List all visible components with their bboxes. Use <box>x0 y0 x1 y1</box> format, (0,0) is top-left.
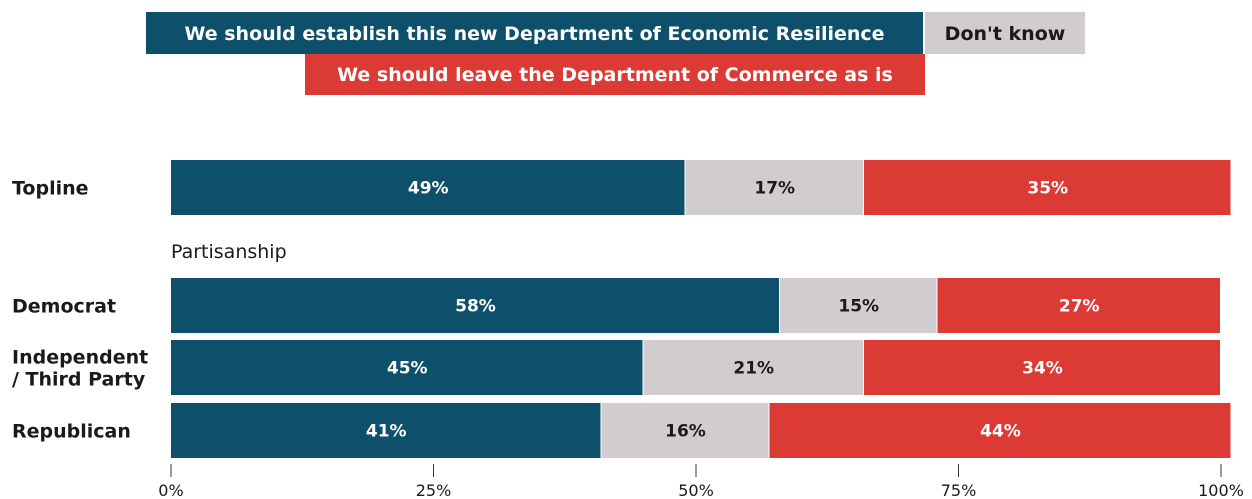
bar-value-label: 58% <box>455 297 496 317</box>
bar-value-label: 15% <box>838 297 879 317</box>
x-tick-label: 50% <box>678 481 714 499</box>
bar-value-label: 21% <box>733 359 774 379</box>
category-label: Democrat <box>12 296 116 318</box>
x-tick-label: 100% <box>1198 481 1244 499</box>
bar-value-label: 17% <box>754 179 795 199</box>
bar-value-label: 16% <box>665 422 706 442</box>
bar-value-label: 35% <box>1027 179 1068 199</box>
bar-value-label: 41% <box>366 422 407 442</box>
legend-label-dont-know: Don't know <box>945 23 1066 45</box>
legend: We should establish this new Department … <box>146 12 1085 95</box>
legend-label-establish: We should establish this new Department … <box>184 23 884 45</box>
category-label: Independent / Third Party <box>12 347 148 391</box>
bar-row: Democrat 58% 15% 27% <box>12 278 1220 333</box>
legend-item-establish: We should establish this new Department … <box>146 12 923 54</box>
category-label: Topline <box>12 178 89 200</box>
group-label: Partisanship <box>171 241 287 263</box>
bar-value-label: 45% <box>387 359 428 379</box>
x-axis: 0% 25% 50% 75% 100% <box>158 464 1244 499</box>
bar-value-label: 27% <box>1059 297 1100 317</box>
bar-value-label: 44% <box>980 422 1021 442</box>
legend-item-leave: We should leave the Department of Commer… <box>305 54 925 95</box>
bar-row: Republican 41% 16% 44% <box>12 403 1231 458</box>
category-label: Republican <box>12 421 131 443</box>
plot-area: Partisanship Topline 49% 17% 35% Democrat 58% 1… <box>12 160 1244 499</box>
x-tick-label: 0% <box>158 481 183 499</box>
bar-row: Independent / Third Party 45% 21% 34% <box>12 340 1220 395</box>
legend-item-dont-know: Don't know <box>925 12 1085 54</box>
x-tick-label: 25% <box>416 481 452 499</box>
legend-label-leave: We should leave the Department of Commer… <box>337 64 893 86</box>
bar-value-label: 49% <box>408 179 449 199</box>
bar-value-label: 34% <box>1022 359 1063 379</box>
bar-row: Topline 49% 17% 35% <box>12 160 1231 215</box>
x-tick-label: 75% <box>941 481 977 499</box>
